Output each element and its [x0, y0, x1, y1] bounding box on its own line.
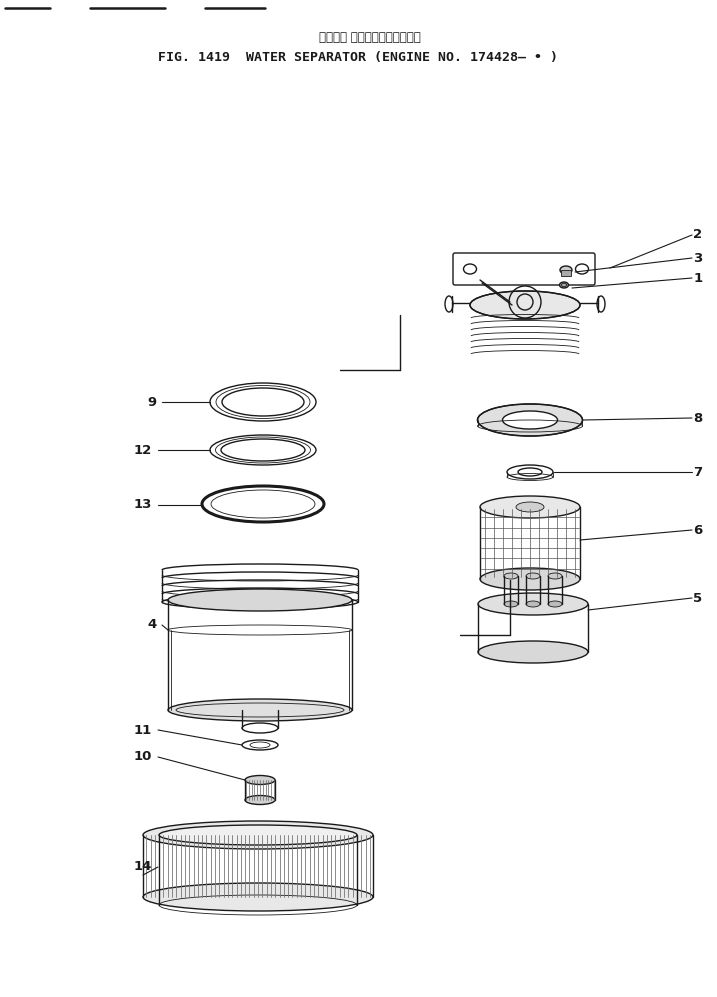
Text: 7: 7	[693, 466, 703, 479]
Ellipse shape	[478, 593, 588, 615]
Text: 11: 11	[134, 724, 152, 737]
Ellipse shape	[478, 404, 582, 436]
Ellipse shape	[559, 282, 569, 288]
Ellipse shape	[560, 266, 572, 274]
Text: 3: 3	[693, 251, 703, 264]
Ellipse shape	[548, 601, 562, 607]
Ellipse shape	[159, 825, 357, 845]
Ellipse shape	[480, 568, 580, 590]
Ellipse shape	[503, 411, 558, 429]
Text: 6: 6	[693, 523, 703, 536]
Text: ウォータ セパレータ　適用号簿: ウォータ セパレータ 適用号簿	[319, 32, 421, 45]
Ellipse shape	[143, 821, 373, 849]
Text: 2: 2	[693, 228, 703, 241]
Text: 4: 4	[148, 618, 156, 631]
Text: 10: 10	[134, 751, 152, 764]
Ellipse shape	[526, 601, 540, 607]
Ellipse shape	[548, 573, 562, 579]
Ellipse shape	[143, 883, 373, 911]
Ellipse shape	[504, 573, 518, 579]
Ellipse shape	[168, 699, 352, 721]
Text: 12: 12	[134, 444, 152, 457]
Text: 9: 9	[148, 396, 156, 409]
Text: 1: 1	[693, 271, 703, 284]
Ellipse shape	[504, 601, 518, 607]
Ellipse shape	[168, 589, 352, 611]
Ellipse shape	[480, 496, 580, 518]
Text: 5: 5	[693, 591, 703, 604]
Text: FIG. 1419  WATER SEPARATOR (ENGINE NO. 174428— • ): FIG. 1419 WATER SEPARATOR (ENGINE NO. 17…	[158, 52, 558, 65]
Text: 14: 14	[134, 860, 152, 873]
Bar	[561, 270, 571, 276]
Ellipse shape	[245, 796, 275, 805]
Text: 8: 8	[693, 412, 703, 425]
Text: 13: 13	[134, 498, 152, 511]
Ellipse shape	[526, 573, 540, 579]
Ellipse shape	[516, 502, 544, 512]
Ellipse shape	[245, 776, 275, 785]
Ellipse shape	[478, 641, 588, 663]
Ellipse shape	[470, 291, 580, 319]
